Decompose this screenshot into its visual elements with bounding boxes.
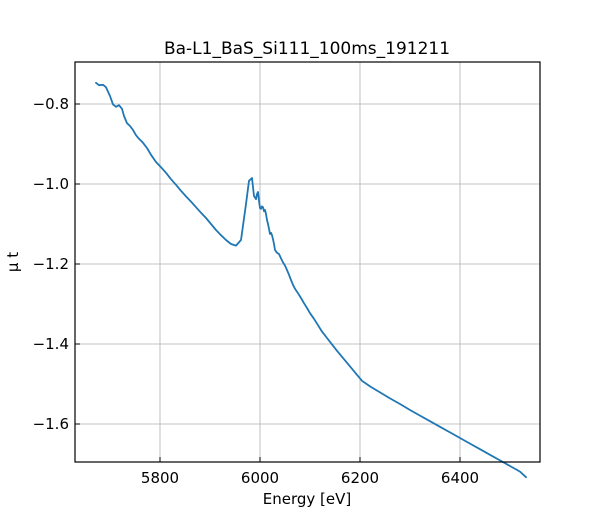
x-tick-label: 6400 — [441, 469, 479, 487]
x-axis-label: Energy [eV] — [263, 490, 351, 508]
y-tick-label: −1.2 — [33, 255, 69, 273]
y-tick-label: −1.6 — [33, 415, 69, 433]
y-tick-label: −1.4 — [33, 335, 69, 353]
series-layer — [95, 81, 527, 479]
series-line — [95, 81, 527, 479]
y-tick-label: −1.0 — [33, 175, 69, 193]
x-tick-label: 5800 — [141, 469, 179, 487]
y-axis-label: μ t — [4, 252, 22, 272]
x-tick-label: 6000 — [241, 469, 279, 487]
x-tick-label: 6200 — [341, 469, 379, 487]
plot-frame — [74, 61, 541, 463]
y-tick-label: −0.8 — [33, 95, 69, 113]
chart-title: Ba-L1_BaS_Si111_100ms_191211 — [164, 39, 450, 59]
grid — [75, 62, 540, 462]
ticks: 5800 6000 6200 6400 −0.8 −1.0 −1.2 −1.4 −1.6 — [33, 95, 480, 487]
